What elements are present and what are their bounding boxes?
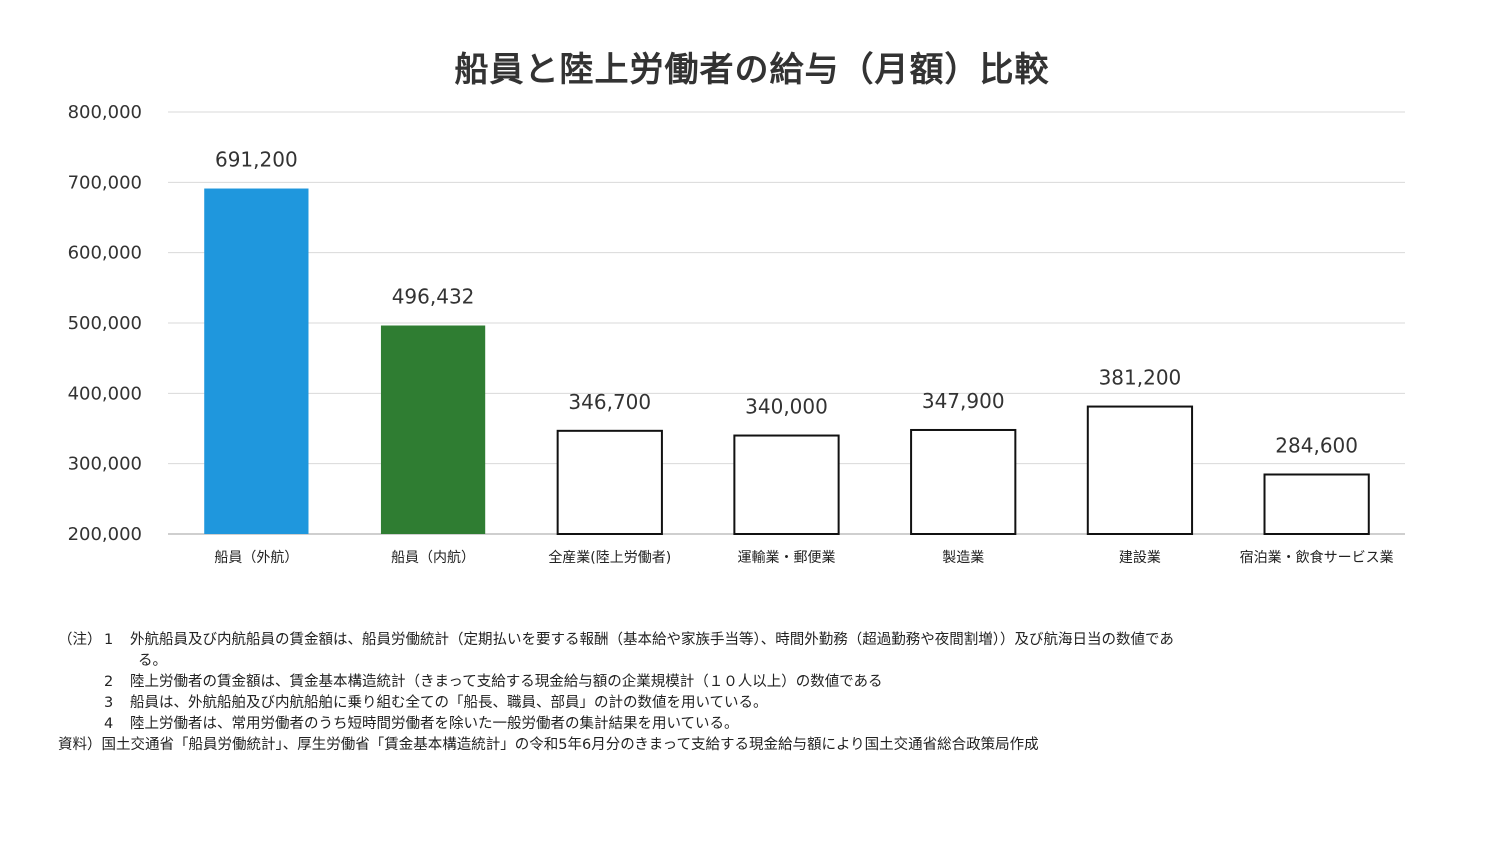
category-label: 製造業 bbox=[942, 550, 984, 566]
bar bbox=[380, 325, 486, 534]
y-tick-label: 200,000 bbox=[68, 524, 142, 545]
y-tick-label: 400,000 bbox=[68, 383, 142, 404]
y-tick-label: 600,000 bbox=[68, 243, 142, 264]
category-label: 船員（外航） bbox=[214, 550, 298, 566]
category-label: 建設業 bbox=[1119, 550, 1161, 566]
note-number: 1 bbox=[104, 632, 114, 648]
data-label: 691,200 bbox=[215, 148, 298, 172]
data-label: 381,200 bbox=[1099, 366, 1182, 390]
bar bbox=[910, 428, 1017, 535]
note-2: 2 陸上労働者の賃金額は、賃金基本構造統計（きまって支給する現金給与額の企業規模… bbox=[58, 672, 1458, 693]
note-1: （注） 1 外航船員及び内航船員の賃金額は、船員労働統計（定期払いを要する報酬（… bbox=[58, 630, 1458, 651]
note-text-continuation: る。 bbox=[138, 653, 167, 669]
note-4: 4 陸上労働者は、常用労働者のうち短時間労働者を除いた一般労働者の集計結果を用い… bbox=[58, 714, 1458, 735]
bar bbox=[204, 188, 309, 535]
category-label: 宿泊業・飲食サービス業 bbox=[1240, 549, 1394, 566]
note-number: 4 bbox=[104, 716, 114, 732]
y-tick-label: 700,000 bbox=[68, 172, 142, 193]
bar-chart: 200,000 300,000 400,000 500,000 600,000 700,0… bbox=[68, 102, 1405, 566]
notes-section: （注） 1 外航船員及び内航船員の賃金額は、船員労働統計（定期払いを要する報酬（… bbox=[58, 630, 1458, 756]
data-label: 284,600 bbox=[1275, 433, 1358, 457]
source-note: 資料）国土交通省「船員労働統計」、厚生労働省「賃金基本構造統計」の令和5年6月分… bbox=[58, 735, 1458, 756]
y-tick-label: 300,000 bbox=[68, 454, 142, 475]
chart-title: 船員と陸上労働者の給与（月額）比較 bbox=[454, 50, 1050, 90]
note-text: 船員は、外航船舶及び内航船舶に乗り組む全ての「船長、職員、部員」の計の数値を用い… bbox=[130, 695, 768, 711]
note-1-continuation: る。 bbox=[58, 651, 1458, 672]
y-tick-label: 500,000 bbox=[68, 313, 142, 334]
y-tick-label: 800,000 bbox=[68, 102, 142, 123]
category-label: 全産業(陸上労働者) bbox=[548, 549, 671, 566]
category-label: 船員（内航） bbox=[391, 550, 475, 566]
note-text: 陸上労働者の賃金額は、賃金基本構造統計（きまって支給する現金給与額の企業規模計（… bbox=[130, 674, 883, 690]
bar bbox=[733, 434, 840, 535]
data-label: 496,432 bbox=[392, 285, 475, 309]
bar bbox=[556, 429, 663, 536]
bar bbox=[1263, 473, 1370, 535]
note-3: 3 船員は、外航船舶及び内航船舶に乗り組む全ての「船長、職員、部員」の計の数値を… bbox=[58, 693, 1458, 714]
note-prefix: （注） bbox=[58, 632, 102, 648]
category-label: 運輸業・郵便業 bbox=[738, 550, 836, 566]
note-text: 陸上労働者は、常用労働者のうち短時間労働者を除いた一般労働者の集計結果を用いてい… bbox=[130, 716, 739, 732]
data-label: 347,900 bbox=[922, 389, 1005, 413]
data-label: 346,700 bbox=[568, 390, 651, 414]
source-text: 資料）国土交通省「船員労働統計」、厚生労働省「賃金基本構造統計」の令和5年6月分… bbox=[58, 737, 1039, 753]
bar bbox=[1086, 405, 1194, 535]
note-number: 2 bbox=[104, 674, 114, 690]
note-number: 3 bbox=[104, 695, 114, 711]
data-label: 340,000 bbox=[745, 395, 828, 419]
note-text: 外航船員及び内航船員の賃金額は、船員労働統計（定期払いを要する報酬（基本給や家族… bbox=[130, 632, 1174, 648]
